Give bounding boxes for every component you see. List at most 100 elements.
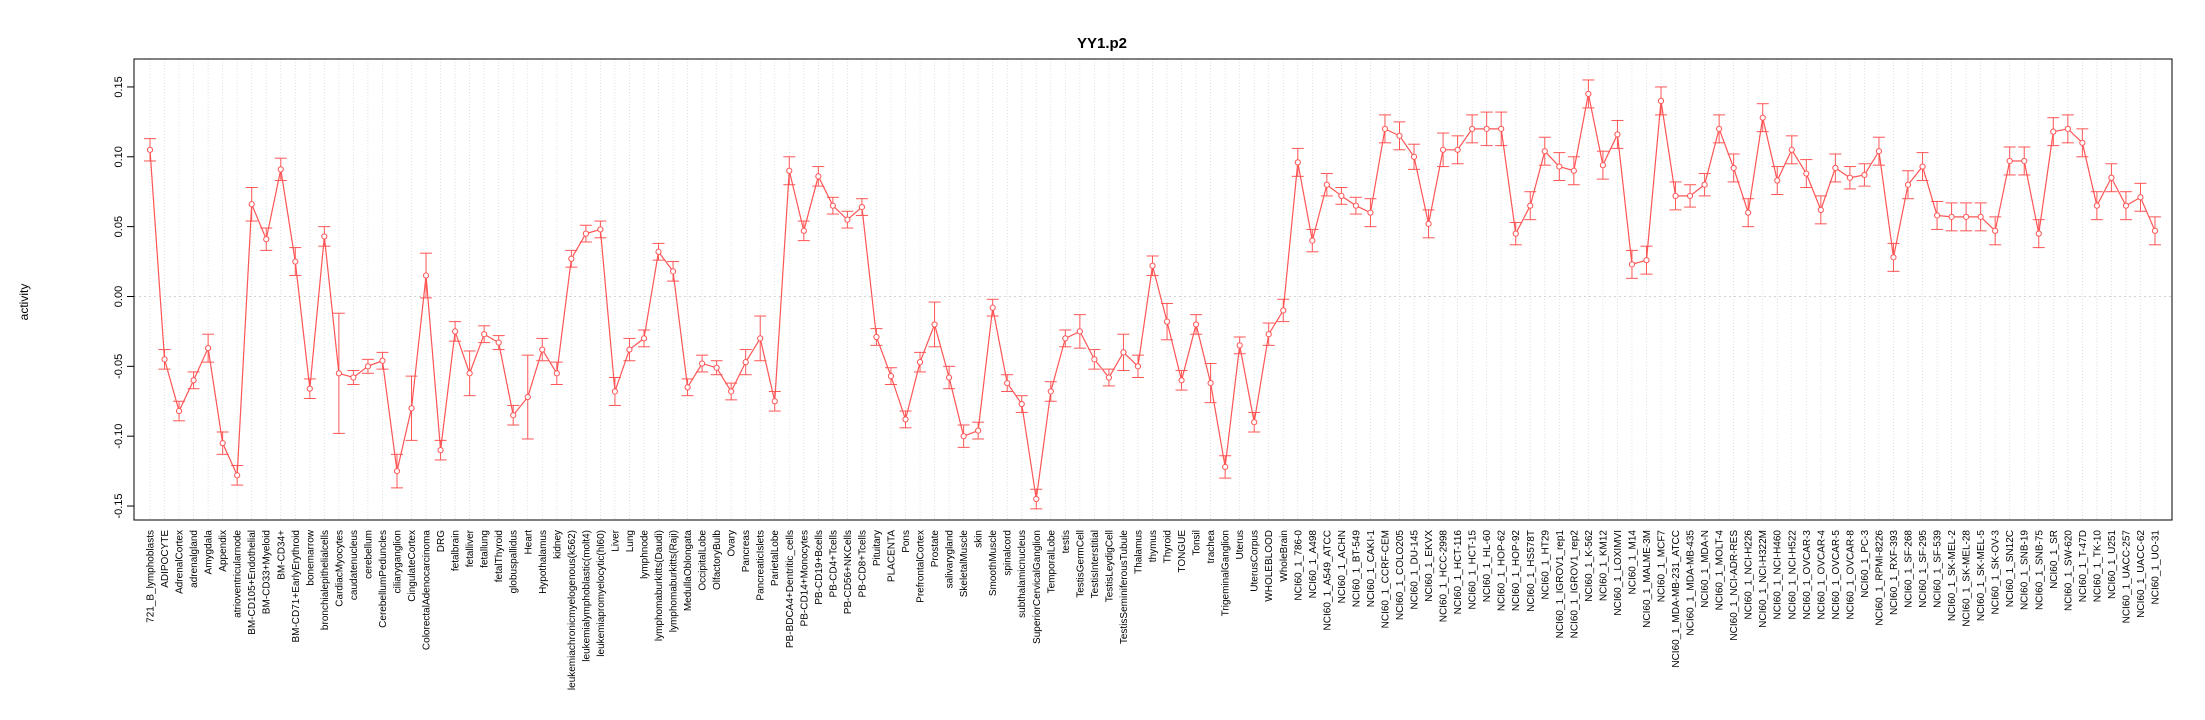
x-tick-label: leukemiapromyelocytic(hl60)	[596, 530, 607, 657]
x-tick-label: NCI60_1_EKVX	[1424, 530, 1435, 602]
data-point	[495, 339, 502, 346]
data-point	[1890, 254, 1897, 261]
x-tick-label: Liver	[610, 529, 621, 551]
data-point	[1977, 213, 1984, 220]
data-point	[1672, 192, 1679, 200]
data-point	[1439, 146, 1447, 153]
data-point	[582, 230, 589, 237]
x-tick-label: fetalThyroid	[494, 530, 505, 582]
x-tick-label: NCI60_1_SK-MEL-28	[1962, 530, 1973, 627]
data-point	[1759, 114, 1766, 121]
x-tick-label: OccipitalLobe	[698, 530, 709, 591]
data-point	[1265, 331, 1272, 338]
data-point	[364, 363, 372, 370]
data-point	[350, 374, 357, 381]
data-point	[1294, 159, 1301, 166]
x-tick-label: NCI60_1_KM12	[1598, 530, 1609, 602]
x-tick-label: TestisGermCell	[1075, 530, 1086, 598]
x-tick-label: PB-CD4+Tcells	[828, 530, 839, 598]
data-point	[1701, 181, 1708, 188]
x-tick-label: PancreaticIslets	[756, 530, 767, 601]
data-point	[1062, 335, 1069, 342]
data-point	[1599, 162, 1606, 169]
x-tick-labels: 721_B_lymphoblasts ADIPOCYTE AdrenalCortex…	[146, 529, 2162, 690]
x-tick-label: WholeBrain	[1279, 530, 1290, 582]
data-point	[597, 226, 604, 233]
data-point	[408, 405, 415, 412]
x-tick-label: NCI60_1_HCC-2998	[1439, 530, 1450, 623]
x-tick-label: bonemarrow	[305, 529, 316, 585]
data-point	[815, 173, 822, 180]
data-point	[1541, 148, 1548, 155]
data-point	[1992, 227, 1999, 234]
data-point	[466, 370, 473, 377]
x-tick-label: thymus	[1148, 530, 1159, 562]
x-tick-label: NCI60_1_SK-MEL-2	[1947, 530, 1958, 622]
x-tick-label: Thalamus	[1133, 530, 1144, 574]
x-tick-label: fetalbrain	[451, 530, 462, 571]
y-axis: -0.15 -0.10 -0.05 0.00 0.05 0.10 0.15	[113, 76, 135, 519]
data-point	[175, 407, 183, 415]
data-point	[1178, 377, 1185, 384]
data-point	[975, 427, 982, 434]
data-point	[1904, 181, 1912, 188]
x-tick-label: lymphnode	[639, 530, 650, 579]
data-point	[1614, 131, 1621, 138]
x-tick-label: NCI60_1_CCRF-CEM	[1380, 530, 1391, 628]
x-tick-label: Pituitary	[872, 530, 883, 566]
x-tick-label: NCI60_1_NCI-H460	[1773, 530, 1784, 620]
x-tick-label: WHOLEBLOOD	[1264, 530, 1275, 602]
data-point	[800, 227, 807, 234]
data-point	[306, 385, 313, 392]
x-tick-label: NCI60_1_A549_ATCC	[1322, 530, 1333, 630]
x-tick-label: NCI60_1_TK-10	[2092, 530, 2103, 603]
x-tick-label: NCI60_1_OVCAR-3	[1802, 530, 1813, 620]
x-tick-label: PB-CD19+Bcells	[814, 530, 825, 605]
data-point	[742, 359, 749, 366]
x-tick-label: NCI60_1_K-562	[1584, 530, 1595, 602]
x-tick-label: NCI60_1_UO-31	[2151, 530, 2162, 605]
y-tick-label: 0.05	[113, 216, 125, 237]
x-tick-label: NCI60_1_MOLT-4	[1715, 530, 1726, 611]
y-axis-label: activity	[17, 284, 31, 321]
data-point	[539, 346, 546, 353]
data-point	[1730, 164, 1737, 172]
x-tick-label: fetalliver	[465, 529, 476, 567]
error-bars	[144, 79, 2161, 510]
data-point	[1192, 321, 1200, 328]
data-point	[219, 440, 226, 447]
x-tick-label: NCI60_1_HCT-15	[1468, 530, 1479, 610]
data-point	[699, 360, 706, 367]
data-point	[669, 268, 677, 275]
data-point	[1846, 174, 1853, 181]
data-point	[1105, 374, 1113, 381]
x-tick-label: NCI60_1_SW-620	[2063, 530, 2074, 611]
data-points	[146, 90, 2159, 503]
x-tick-label: NCI60_1_SK-OV-3	[1991, 530, 2002, 615]
x-tick-label: BM-CD34+	[276, 530, 287, 580]
data-point	[1134, 363, 1142, 370]
data-point	[757, 335, 764, 342]
data-point	[1425, 220, 1432, 227]
data-point	[1047, 388, 1054, 395]
x-tick-label: salivarygland	[945, 530, 956, 588]
data-point	[1686, 192, 1694, 200]
x-tick-label: fetallung	[480, 530, 491, 568]
x-tick-label: Thyroid	[1163, 530, 1174, 563]
x-tick-label: NCI60_1_LOXIMVI	[1613, 530, 1624, 616]
data-point	[205, 345, 212, 352]
data-point	[2108, 174, 2115, 181]
x-tick-label: NCI60_1_HOP-62	[1497, 530, 1508, 612]
plot-frame	[133, 58, 2173, 521]
data-point	[2079, 139, 2086, 146]
x-tick-label: BM-CD33+Myeloid	[262, 530, 273, 614]
x-tick-label: NCI60_1_MCF7	[1657, 530, 1668, 603]
x-tick-label: NCI60_1_A498	[1308, 530, 1319, 599]
x-tick-label: NCI60_1_NCI-H522	[1787, 530, 1798, 620]
data-point	[1251, 419, 1258, 426]
data-point	[1396, 132, 1403, 139]
x-tick-label: TestisSeminiferousTubule	[1119, 530, 1130, 645]
x-tick-label: NCI60_1_OVCAR-4	[1816, 530, 1827, 620]
x-tick-label: NCI60_1_NCI-H322M	[1758, 530, 1769, 628]
x-tick-label: NCI60_1_PC-3	[1860, 530, 1871, 598]
